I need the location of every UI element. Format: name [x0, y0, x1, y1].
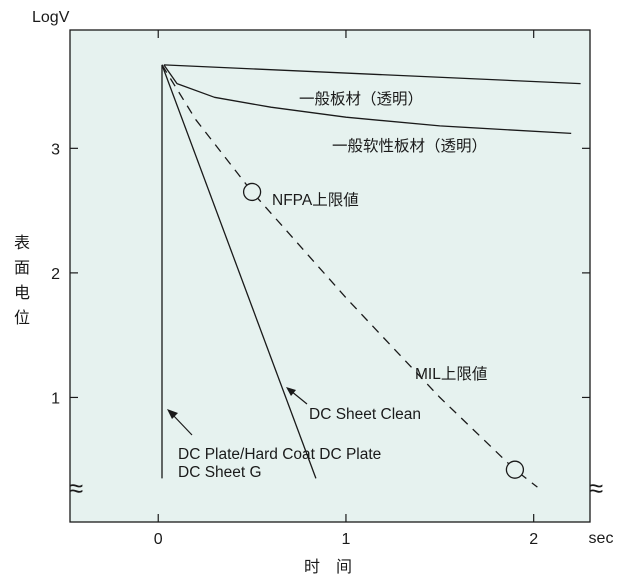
- label-mil-limit: MIL上限値: [415, 365, 487, 383]
- series-line-3: [161, 64, 317, 479]
- series-line-0: [163, 64, 581, 85]
- label-nfpa-limit: NFPA上限値: [272, 191, 359, 209]
- label-dc-sheet-clean: DC Sheet Clean: [309, 406, 421, 423]
- y-side-label-char-0: 表: [14, 234, 30, 252]
- arrow-dc-plate: [167, 409, 193, 436]
- y-tick-label-0: 1: [51, 390, 60, 407]
- label-general-sheet: 一般板材（透明）: [299, 90, 423, 108]
- plot-area: [69, 29, 591, 523]
- x-axis-unit: sec: [589, 530, 614, 547]
- x-axis-title: 时 间: [304, 558, 352, 576]
- label-flexible-sheet: 一般软性板材（透明）: [332, 137, 487, 155]
- arrow-dc-sheet-clean: [286, 387, 308, 405]
- axis-break-right: ≈: [589, 473, 603, 503]
- x-tick-label-1: 1: [342, 531, 351, 548]
- axis-break-left: ≈: [69, 473, 83, 503]
- y-axis-title: LogV: [32, 9, 70, 26]
- series-line-4: [161, 64, 538, 488]
- marker-point-1: [505, 460, 525, 479]
- marker-point-0: [242, 182, 262, 202]
- y-tick-label-2: 3: [51, 141, 60, 158]
- y-side-label-char-2: 电: [14, 284, 30, 302]
- y-tick-label-1: 2: [51, 266, 60, 283]
- label-dc-plate: DC Plate/Hard Coat DC Plate: [178, 446, 381, 463]
- label-dc-sheet-g: DC Sheet G: [178, 464, 262, 481]
- series-line-1: [163, 64, 572, 135]
- x-tick-label-2: 2: [529, 531, 538, 548]
- x-tick-label-0: 0: [154, 531, 163, 548]
- y-side-label-char-3: 位: [14, 309, 30, 327]
- y-side-label-char-1: 面: [14, 260, 30, 277]
